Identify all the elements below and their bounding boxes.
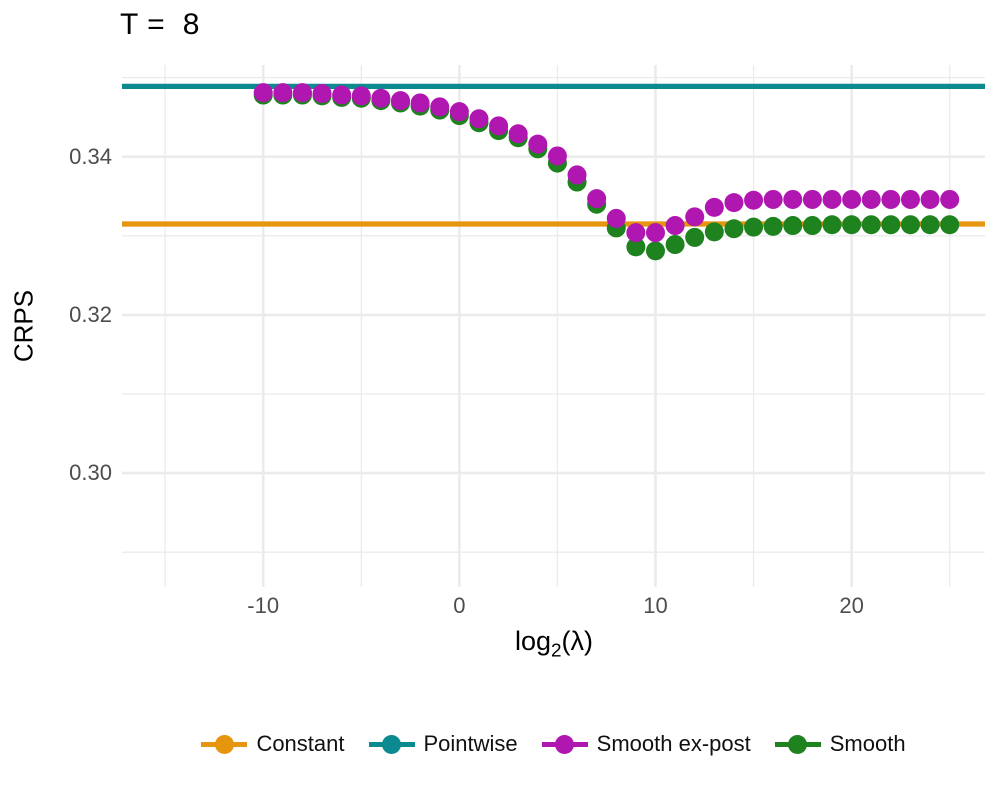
data-point-smooth — [940, 215, 960, 235]
legend-key-icon — [541, 734, 588, 754]
data-point-smooth-ex-post — [724, 193, 744, 213]
chart-legend: Constant Pointwise Smooth ex-post Smooth — [122, 731, 985, 757]
data-point-smooth-ex-post — [351, 86, 371, 106]
data-point-smooth — [626, 237, 646, 257]
legend-key-icon — [368, 734, 415, 754]
data-point-smooth-ex-post — [528, 134, 548, 154]
data-point-smooth-ex-post — [410, 93, 430, 113]
x-axis-title: log2(λ) — [515, 626, 593, 662]
y-tick-label: 0.34 — [69, 143, 112, 169]
data-point-smooth-ex-post — [332, 85, 352, 105]
data-point-smooth — [920, 215, 940, 235]
legend-key-icon — [201, 734, 248, 754]
data-point-smooth — [665, 235, 685, 255]
data-point-smooth-ex-post — [704, 197, 724, 217]
data-point-smooth — [744, 217, 764, 237]
legend-key-dot — [788, 734, 808, 754]
y-tick-label: 0.30 — [69, 460, 112, 486]
data-point-smooth — [685, 227, 705, 247]
legend-label: Pointwise — [423, 731, 518, 756]
data-point-smooth-ex-post — [881, 189, 901, 209]
plot-panel — [122, 65, 985, 587]
data-point-smooth-ex-post — [842, 189, 862, 209]
legend-key-dot — [382, 734, 401, 754]
legend-key-icon — [774, 734, 821, 754]
data-point-smooth-ex-post — [371, 88, 391, 108]
x-axis-title-subscript: 2 — [551, 640, 562, 662]
x-axis-title-argument: (λ) — [561, 626, 594, 656]
data-point-smooth-ex-post — [783, 189, 803, 209]
x-tick-label: 0 — [453, 593, 466, 618]
data-point-smooth-ex-post — [861, 189, 881, 209]
data-point-smooth-ex-post — [489, 116, 509, 136]
plot-title: T = 8 — [120, 8, 200, 41]
legend-label: Constant — [256, 731, 345, 756]
data-point-smooth — [783, 216, 803, 236]
legend-key-dot — [214, 734, 234, 754]
data-point-smooth-ex-post — [469, 109, 489, 129]
data-point-smooth-ex-post — [253, 83, 273, 103]
data-point-smooth-ex-post — [802, 189, 822, 209]
data-point-smooth-ex-post — [508, 124, 528, 144]
data-point-smooth-ex-post — [645, 223, 665, 243]
data-point-smooth-ex-post — [587, 189, 607, 209]
legend-item-smooth-ex-post: Smooth ex-post — [541, 731, 751, 757]
plot-canvas — [122, 65, 985, 587]
data-point-smooth — [763, 216, 783, 236]
legend-key-dot — [555, 734, 575, 754]
data-point-smooth — [645, 241, 665, 261]
data-point-smooth-ex-post — [685, 207, 705, 227]
data-point-smooth-ex-post — [606, 208, 626, 228]
legend-label: Smooth ex-post — [596, 731, 751, 756]
data-point-smooth — [802, 216, 822, 236]
legend-label: Smooth — [829, 731, 906, 756]
data-point-smooth-ex-post — [292, 83, 312, 103]
data-point-smooth-ex-post — [273, 83, 293, 103]
y-tick-label: 0.32 — [69, 301, 112, 327]
data-point-smooth-ex-post — [920, 189, 940, 209]
data-point-smooth-ex-post — [449, 102, 469, 122]
data-point-smooth-ex-post — [744, 190, 764, 210]
x-tick-label: 10 — [643, 593, 668, 618]
data-point-smooth-ex-post — [430, 97, 450, 117]
data-point-smooth — [822, 215, 842, 235]
data-point-smooth — [842, 215, 862, 235]
x-axis-title-base: log — [514, 626, 552, 656]
data-point-smooth-ex-post — [567, 165, 587, 185]
data-point-smooth-ex-post — [626, 223, 646, 243]
data-point-smooth-ex-post — [763, 189, 783, 209]
data-point-smooth-ex-post — [312, 83, 332, 103]
data-point-smooth-ex-post — [665, 216, 685, 236]
legend-item-constant: Constant — [201, 731, 345, 757]
legend-item-smooth: Smooth — [774, 731, 906, 757]
data-point-smooth-ex-post — [900, 189, 920, 209]
data-point-smooth — [704, 222, 724, 242]
data-point-smooth — [900, 215, 920, 235]
data-point-smooth-ex-post — [822, 189, 842, 209]
data-point-smooth-ex-post — [940, 189, 960, 209]
x-tick-label: -10 — [247, 593, 280, 618]
data-point-smooth-ex-post — [547, 146, 567, 166]
data-point-smooth-ex-post — [391, 91, 411, 111]
data-point-smooth — [724, 219, 744, 239]
data-point-smooth — [881, 215, 901, 235]
data-point-smooth — [861, 215, 881, 235]
legend-item-pointwise: Pointwise — [368, 731, 518, 757]
x-tick-label: 20 — [839, 593, 864, 618]
